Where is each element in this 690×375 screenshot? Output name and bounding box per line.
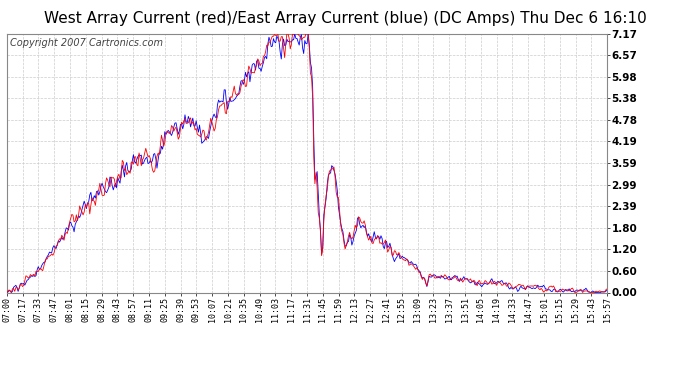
Text: West Array Current (red)/East Array Current (blue) (DC Amps) Thu Dec 6 16:10: West Array Current (red)/East Array Curr… <box>43 11 647 26</box>
Text: Copyright 2007 Cartronics.com: Copyright 2007 Cartronics.com <box>10 38 163 48</box>
